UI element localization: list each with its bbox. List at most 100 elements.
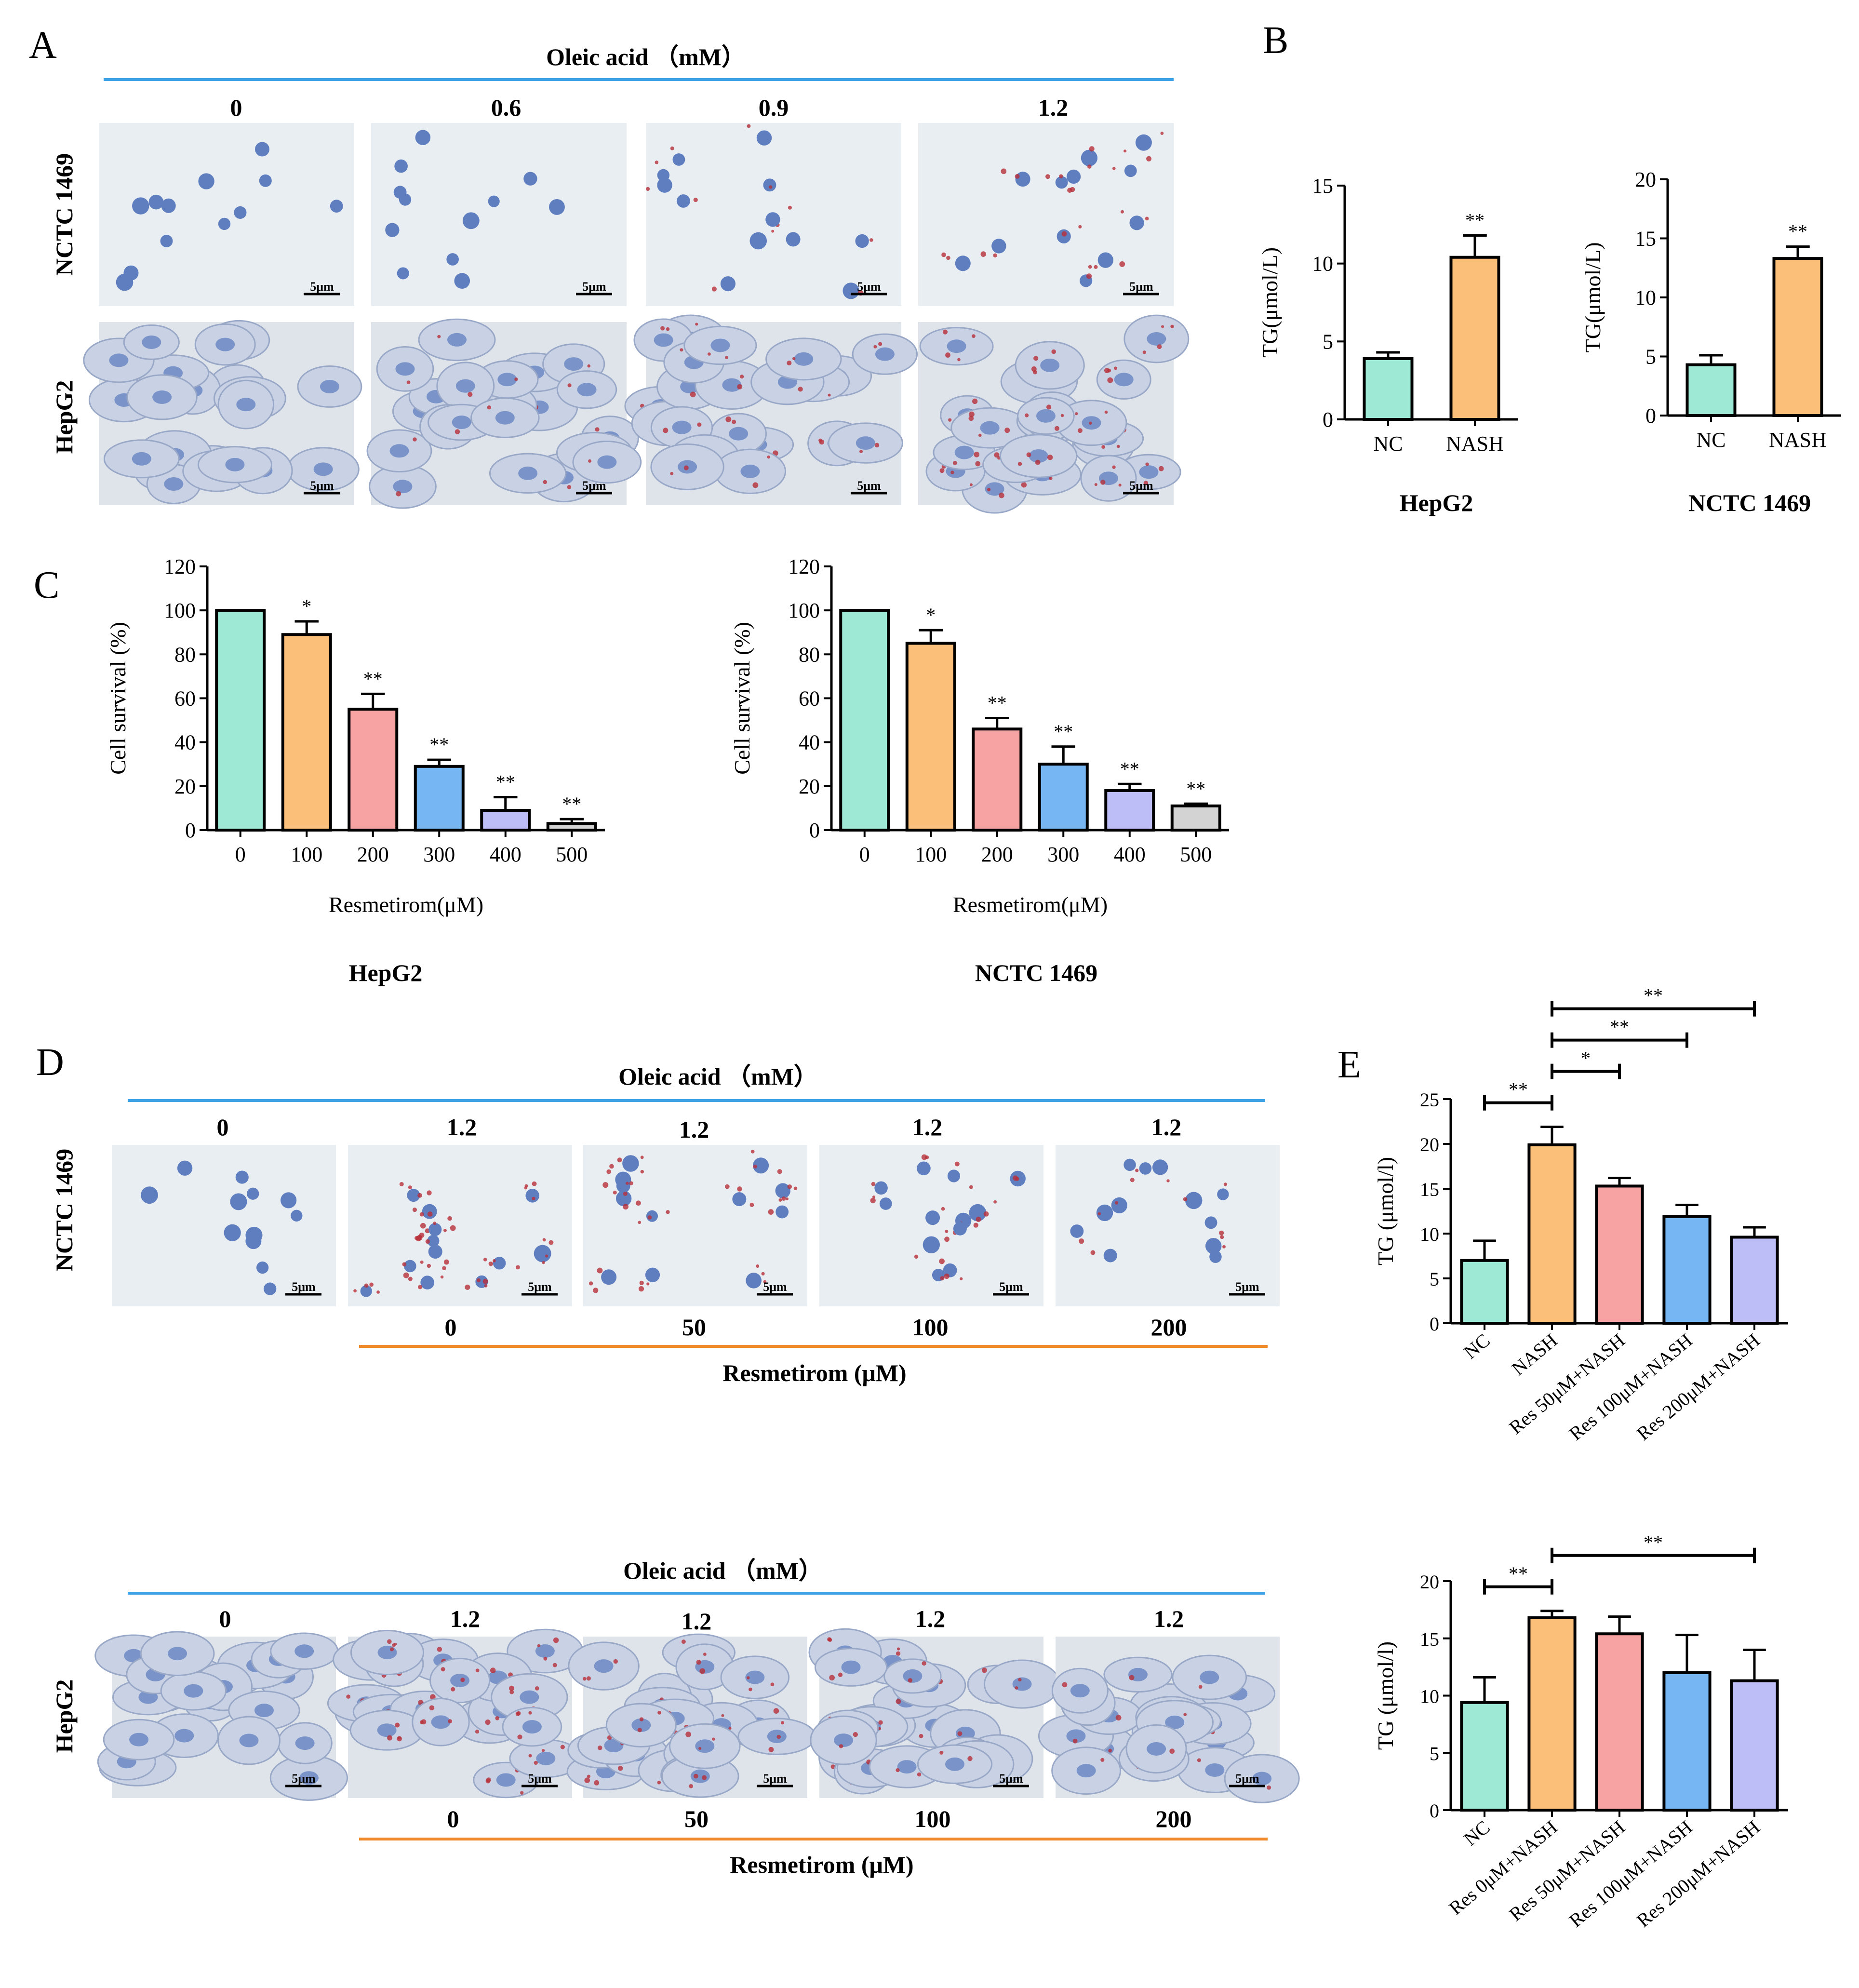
bar: [281, 633, 332, 832]
lipid-droplet: [646, 1282, 650, 1286]
lipid-droplet: [1045, 174, 1050, 179]
lipid-droplet: [433, 1222, 437, 1225]
lipid-droplet: [681, 1639, 686, 1644]
lipid-droplet: [787, 1184, 792, 1189]
panel-d2-oa-4: 1.2: [1154, 1605, 1184, 1632]
lipid-droplet: [983, 1211, 989, 1217]
lipid-droplet: [663, 428, 669, 433]
cell-nucleus: [313, 462, 333, 476]
lipid-droplet: [1088, 265, 1092, 269]
cell-nucleus: [1111, 1197, 1127, 1214]
y-tick-label: 60: [799, 687, 820, 711]
lipid-droplet: [982, 1667, 987, 1673]
lipid-droplet: [560, 1745, 565, 1749]
bar: [839, 609, 890, 832]
cell-nucleus: [1135, 134, 1152, 151]
lipid-droplet: [442, 1266, 446, 1270]
lipid-droplet: [785, 1197, 789, 1201]
cell-nucleus: [141, 1186, 158, 1204]
lipid-droplet: [406, 380, 411, 385]
cell-nucleus: [732, 1192, 747, 1207]
panel-d1-res-0: 0: [445, 1314, 457, 1341]
lipid-droplet: [440, 1275, 444, 1279]
cell-nucleus: [234, 206, 247, 219]
lipid-droplet: [1072, 1738, 1078, 1744]
lipid-droplet: [732, 419, 736, 424]
lipid-droplet: [1143, 481, 1149, 485]
cell-nucleus: [953, 1222, 967, 1236]
y-tick-label: 120: [788, 555, 820, 578]
lipid-droplet: [623, 1191, 628, 1196]
lipid-droplet: [1070, 187, 1075, 192]
lipid-droplet: [1054, 426, 1059, 431]
cell-nucleus: [1124, 164, 1137, 177]
lipid-droplet: [364, 1283, 369, 1288]
cell-nucleus: [230, 1193, 247, 1210]
y-axis-label: Cell survival (%): [730, 622, 754, 775]
micrograph-d-hepg2-4: 5μm: [1038, 1637, 1300, 1803]
cell-nucleus: [495, 411, 515, 425]
micrograph-d-nctc-1: 5μm: [348, 1145, 572, 1306]
bar: [1662, 1671, 1712, 1812]
lipid-droplet: [752, 482, 759, 488]
lipid-droplet: [1142, 350, 1147, 354]
lipid-droplet: [721, 1714, 724, 1717]
lipid-droplet: [976, 1216, 981, 1222]
panel-d1-row: NCTC 1469: [51, 1149, 78, 1271]
lipid-droplet: [993, 253, 997, 258]
lipid-droplet: [584, 1777, 590, 1784]
lipid-droplet: [524, 1186, 528, 1190]
chart-b1-title: HepG2: [1400, 489, 1473, 516]
cell-nucleus: [577, 383, 597, 397]
lipid-droplet: [617, 1157, 622, 1163]
y-tick-label: 80: [799, 643, 820, 666]
lipid-droplet: [542, 1238, 546, 1242]
lipid-droplet: [1101, 445, 1105, 449]
lipid-droplet: [626, 1182, 629, 1185]
lipid-droplet: [939, 1258, 945, 1264]
lipid-droplet: [482, 1278, 488, 1284]
lipid-droplet: [403, 1272, 409, 1278]
lipid-droplet: [553, 1637, 559, 1643]
lipid-droplet: [1267, 1785, 1271, 1790]
micrograph-d-hepg2-3: 5μm: [808, 1628, 1061, 1798]
lipid-droplet: [693, 1773, 698, 1779]
cell-nucleus: [330, 200, 343, 213]
lipid-droplet: [693, 198, 698, 202]
lipid-droplet: [1169, 1748, 1175, 1754]
lipid-droplet: [670, 471, 674, 475]
cell-nucleus: [1252, 1772, 1272, 1786]
lipid-droplet: [792, 357, 796, 361]
lipid-droplet: [781, 1196, 786, 1201]
panel-d2-oa-0: 0: [219, 1605, 231, 1632]
bracket-label: **: [1644, 1531, 1663, 1553]
micrograph-background: [371, 123, 627, 306]
lipid-droplet: [712, 1737, 715, 1741]
panel-a-col-2: 0.9: [759, 94, 789, 121]
lipid-droplet: [443, 1259, 449, 1265]
lipid-droplet: [1166, 1179, 1170, 1182]
cell-nucleus: [129, 1733, 149, 1746]
lipid-droplet: [639, 1717, 644, 1721]
cell-nucleus: [745, 1670, 765, 1684]
lipid-droplet: [699, 1668, 706, 1674]
lipid-droplet: [395, 1722, 400, 1728]
lipid-droplet: [987, 487, 991, 492]
bar: [215, 609, 266, 832]
cell-nucleus: [525, 1189, 539, 1203]
lipid-droplet: [968, 416, 974, 421]
cell-nucleus: [756, 130, 772, 146]
lipid-droplet: [483, 1258, 487, 1262]
bar: [972, 727, 1023, 832]
x-tick-label: 200: [981, 843, 1013, 866]
cell-nucleus: [631, 1718, 651, 1732]
panel-d1-oa-2: 1.2: [679, 1116, 709, 1143]
scale-bar-label: 5μm: [582, 479, 606, 493]
lipid-droplet: [830, 1764, 835, 1769]
cell-nucleus: [177, 1160, 193, 1176]
lipid-droplet: [972, 334, 976, 338]
lipid-droplet: [957, 1731, 963, 1736]
lipid-droplet: [1222, 1245, 1226, 1249]
lipid-droplet: [1097, 1212, 1101, 1216]
lipid-droplet: [1112, 167, 1116, 170]
